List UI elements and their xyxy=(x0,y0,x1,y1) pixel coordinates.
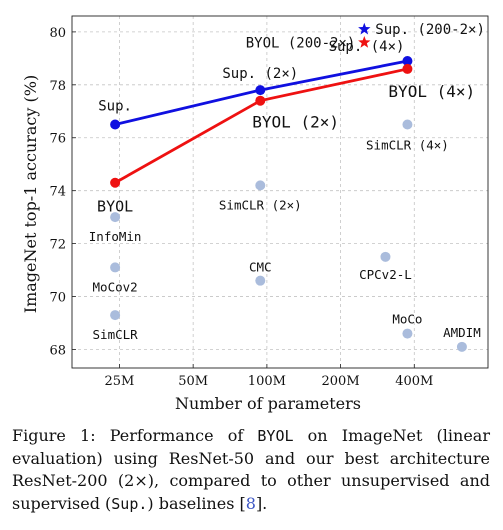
point-label: Sup. (4×) xyxy=(329,39,405,55)
byol-point xyxy=(255,95,266,106)
citation-link[interactable]: 8 xyxy=(245,493,256,513)
y-axis-label: ImageNet top-1 accuracy (%) xyxy=(21,75,40,313)
x-tick-label: 50M xyxy=(178,374,208,389)
byol-point xyxy=(402,63,413,74)
caption-byol: BYOL xyxy=(257,427,294,445)
x-tick-label: 25M xyxy=(105,374,135,389)
axes: 25M 50M 100M 200M 400M 68 70 72 74 76 78 80 xyxy=(49,15,489,389)
point-label: AMDIM xyxy=(443,325,481,340)
caption-tail: ) baselines [ xyxy=(147,493,246,513)
baseline-point xyxy=(380,251,391,262)
point-label: SimCLR (4×) xyxy=(366,138,449,153)
sup-point xyxy=(110,119,121,130)
x-tick-label: 200M xyxy=(322,374,360,389)
point-label: Sup. xyxy=(98,99,132,115)
sup-point xyxy=(255,85,266,96)
caption-prefix: Figure 1: Performance of xyxy=(12,426,258,445)
point-label: Sup. (2×) xyxy=(222,66,298,82)
point-labels: Sup. Sup. (2×) Sup. (4×) BYOL BYOL (2×) BYOL … xyxy=(89,22,485,342)
plot-frame xyxy=(71,15,489,369)
baseline-point xyxy=(110,262,121,273)
point-label: CPCv2-L xyxy=(359,267,412,282)
y-tick-label: 72 xyxy=(49,238,66,253)
y-tick-label: 74 xyxy=(49,185,66,200)
point-label: BYOL (4×) xyxy=(388,82,475,101)
baseline-point xyxy=(255,180,266,191)
point-label: MoCov2 xyxy=(93,279,138,294)
grid-lines xyxy=(72,16,488,368)
point-label: SimCLR (2×) xyxy=(219,197,302,212)
point-label: CMC xyxy=(249,260,272,275)
caption-mid: on ImageNet (linear evaluation) using Re… xyxy=(12,426,490,513)
point-label: SimCLR xyxy=(93,327,139,342)
point-label: MoCo xyxy=(392,312,422,327)
caption-sup: Sup. xyxy=(111,494,148,513)
figure-caption: Figure 1: Performance of BYOL on ImageNe… xyxy=(12,425,490,515)
point-label: BYOL xyxy=(97,198,133,216)
x-tick-label: 400M xyxy=(395,374,433,389)
point-label: BYOL (200-2×) xyxy=(246,35,356,51)
point-label: BYOL (2×) xyxy=(252,113,339,132)
baseline-point xyxy=(255,275,266,286)
y-tick-label: 78 xyxy=(49,79,66,94)
star-marker xyxy=(358,35,371,48)
baseline-point xyxy=(110,310,121,321)
y-tick-label: 70 xyxy=(49,291,66,306)
sup-point xyxy=(402,55,413,66)
y-tick-label: 76 xyxy=(49,132,66,147)
point-label: InfoMin xyxy=(89,229,142,244)
y-tick-label: 80 xyxy=(49,26,66,41)
baseline-point xyxy=(402,328,413,339)
data-points xyxy=(110,22,467,352)
byol-point xyxy=(110,177,121,188)
baseline-point xyxy=(110,212,121,223)
point-label: Sup. (200-2×) xyxy=(375,22,485,38)
star-marker xyxy=(358,22,371,35)
baseline-point xyxy=(402,119,413,130)
baseline-point xyxy=(456,341,467,352)
y-tick-label: 68 xyxy=(49,343,66,358)
x-axis-label: Number of parameters xyxy=(175,394,361,413)
x-tick-label: 100M xyxy=(248,374,286,389)
caption-end: ]. xyxy=(255,493,268,513)
